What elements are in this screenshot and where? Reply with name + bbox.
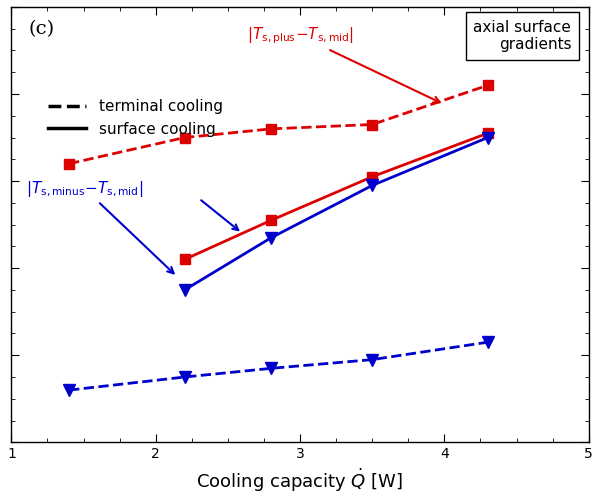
Legend: terminal cooling, surface cooling: terminal cooling, surface cooling [42, 93, 229, 143]
Text: $|T_{\mathrm{s,plus}}{-}T_{\mathrm{s,mid}}|$: $|T_{\mathrm{s,plus}}{-}T_{\mathrm{s,mid… [247, 26, 440, 102]
Text: $|T_{\mathrm{s,minus}}{-}T_{\mathrm{s,mid}}|$: $|T_{\mathrm{s,minus}}{-}T_{\mathrm{s,mi… [26, 179, 173, 274]
X-axis label: Cooling capacity $\dot{Q}$ [W]: Cooling capacity $\dot{Q}$ [W] [196, 467, 404, 494]
Text: axial surface
gradients: axial surface gradients [473, 20, 571, 53]
Text: (c): (c) [29, 20, 55, 38]
